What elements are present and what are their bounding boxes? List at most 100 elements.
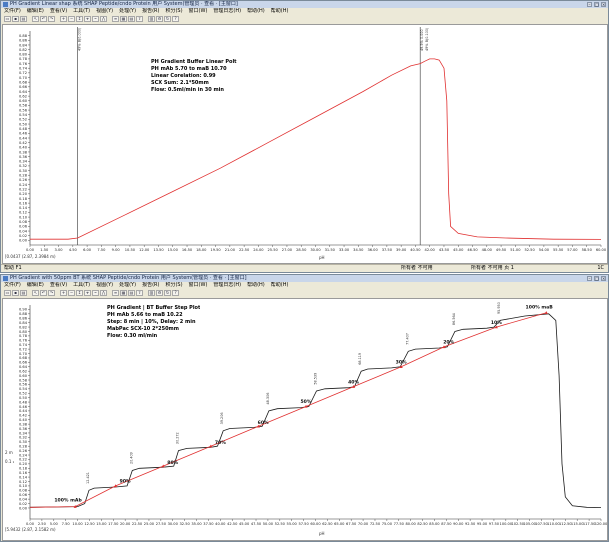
open-icon[interactable]: ▭ (4, 16, 11, 22)
menu-process[interactable]: 处理(Y) (119, 8, 137, 14)
autoscale-icon[interactable]: ↕ (76, 290, 83, 296)
menu-process[interactable]: 处理(Y) (119, 282, 137, 288)
undo-icon[interactable]: ↶ (40, 290, 47, 296)
bottom-annotation-line-4: MabPac SCX-10 2*250mm (107, 326, 179, 332)
menu-audit-log[interactable]: 管理日志(H) (213, 282, 242, 288)
x-tick-label: 50.00 (263, 522, 274, 526)
top-annotation: PH Gradient Buffer Linear Polt PH mAb 5.… (151, 59, 237, 94)
cursor-icon[interactable]: ⌖ (84, 16, 91, 22)
overlay-icon[interactable]: ≡ (112, 16, 119, 22)
redo-icon[interactable]: ↷ (48, 16, 55, 22)
top-plot-area[interactable]: 0.00 0.02 0.04 0.06 0.08 0.10 0.12 0.14 0.16 0.18… (2, 24, 608, 264)
baseline-icon[interactable]: ⎯ (92, 290, 99, 296)
menu-edit[interactable]: 编辑(E) (26, 8, 44, 14)
menu-integrate[interactable]: 积分(S) (165, 282, 183, 288)
x-tick-label: 100.00 (500, 522, 513, 526)
y-tick-label: 0.06 (19, 493, 28, 497)
layout-icon[interactable]: ▥ (148, 290, 155, 296)
refresh-icon[interactable]: ↻ (164, 16, 171, 22)
app-icon (3, 276, 8, 281)
save-icon[interactable]: ▪ (12, 16, 19, 22)
help-icon[interactable]: ? (172, 16, 179, 22)
zoom-out-icon[interactable]: − (68, 16, 75, 22)
top-chromatogram-chart[interactable]: 0.000.020.040.060.080.100.120.140.160.18… (3, 25, 607, 263)
gradient-step-marker (442, 345, 446, 349)
save-icon[interactable]: ▪ (12, 290, 19, 296)
help-icon[interactable]: ? (172, 290, 179, 296)
peak-icon[interactable]: ⋀ (100, 290, 107, 296)
print-icon[interactable]: ▤ (20, 16, 27, 22)
menu-help-2[interactable]: 帮助(H) (270, 8, 289, 14)
x-tick-label: 3.00 (55, 248, 64, 252)
close-icon[interactable]: × (601, 276, 606, 281)
print-icon[interactable]: ▤ (20, 290, 27, 296)
menu-help[interactable]: 帮助(H) (247, 8, 265, 14)
menu-display[interactable]: 视图(Y) (96, 8, 114, 14)
menu-help-2[interactable]: 帮助(H) (270, 282, 289, 288)
menu-tools[interactable]: 工具(T) (73, 8, 91, 14)
open-icon[interactable]: ▭ (4, 290, 11, 296)
redo-icon[interactable]: ↷ (48, 290, 55, 296)
autoscale-icon[interactable]: ↕ (76, 16, 83, 22)
zoom-in-icon[interactable]: + (60, 290, 67, 296)
y-tick-label: 0.44 (19, 409, 28, 413)
y-tick-label: 0.40 (19, 146, 28, 150)
menu-display[interactable]: 视图(Y) (96, 282, 114, 288)
menu-audit-log[interactable]: 管理日志(H) (213, 8, 242, 14)
settings-icon[interactable]: ⚙ (156, 16, 163, 22)
undo-icon[interactable]: ↶ (40, 16, 47, 22)
bottom-window-titlebar[interactable]: PH Gradient with 50ppm BT 系统 SHAP Peptid… (1, 275, 608, 282)
menu-file[interactable]: 文件(F) (4, 282, 21, 288)
x-tick-label: 60.00 (596, 248, 607, 252)
pointer-icon[interactable]: ↖ (32, 16, 39, 22)
minimize-icon[interactable]: – (587, 276, 592, 281)
menu-view[interactable]: 查看(V) (49, 8, 68, 14)
report-icon[interactable]: ▤ (128, 16, 135, 22)
step-label: 80% (167, 460, 178, 466)
menu-help[interactable]: 帮助(H) (247, 282, 265, 288)
gradient-step-marker (399, 365, 403, 368)
x-tick-label: 105.00 (523, 522, 536, 526)
zoom-out-icon[interactable]: − (68, 290, 75, 296)
x-tick-label: 4.50 (69, 248, 78, 252)
peak-label: 58.539 (313, 373, 317, 385)
menu-edit[interactable]: 编辑(E) (26, 282, 44, 288)
export-icon[interactable]: ⇪ (136, 290, 143, 296)
menu-integrate[interactable]: 积分(S) (165, 8, 183, 14)
layout-icon[interactable]: ▥ (148, 16, 155, 22)
report-icon[interactable]: ▤ (128, 290, 135, 296)
table-icon[interactable]: ▦ (120, 290, 127, 296)
menu-window[interactable]: 窗口(W) (188, 282, 208, 288)
top-window-title: PH Gradient Linear shap 系统 SHAP Peptide/… (10, 1, 238, 7)
minimize-icon[interactable]: – (587, 2, 592, 7)
menu-tools[interactable]: 工具(T) (73, 282, 91, 288)
peak-label: 20.409 (129, 452, 133, 464)
x-tick-label: 36.00 (367, 248, 378, 252)
y-tick-label: 0.28 (19, 444, 28, 448)
menu-window[interactable]: 窗口(W) (188, 8, 208, 14)
refresh-icon[interactable]: ↻ (164, 290, 171, 296)
table-icon[interactable]: ▦ (120, 16, 127, 22)
top-window-titlebar[interactable]: PH Gradient Linear shap 系统 SHAP Peptide/… (1, 1, 608, 8)
overlay-icon[interactable]: ≡ (112, 290, 119, 296)
cursor-icon[interactable]: ⌖ (84, 290, 91, 296)
x-tick-label: 24.00 (253, 248, 264, 252)
pointer-icon[interactable]: ↖ (32, 290, 39, 296)
baseline-icon[interactable]: ⎯ (92, 16, 99, 22)
maximize-icon[interactable]: □ (594, 276, 599, 281)
close-icon[interactable]: × (601, 2, 606, 7)
bottom-chromatogram-chart[interactable]: 0.000.020.040.060.080.100.120.140.160.18… (3, 299, 608, 540)
menu-view[interactable]: 查看(V) (49, 282, 68, 288)
menu-report[interactable]: 报告(R) (142, 8, 160, 14)
zoom-in-icon[interactable]: + (60, 16, 67, 22)
menu-file[interactable]: 文件(F) (4, 8, 21, 14)
menu-report[interactable]: 报告(R) (142, 282, 160, 288)
bottom-plot-area[interactable]: 0.00 0.02 0.04 0.06 0.08 0.10 0.12 0.14 0.16 0.18… (2, 298, 608, 541)
bottom-window-title: PH Gradient with 50ppm BT 系统 SHAP Peptid… (10, 275, 247, 281)
export-icon[interactable]: ⇪ (136, 16, 143, 22)
y-tick-label: 0.72 (19, 347, 27, 351)
peak-icon[interactable]: ⋀ (100, 16, 107, 22)
y-tick-label: 0.80 (19, 330, 28, 334)
settings-icon[interactable]: ⚙ (156, 290, 163, 296)
maximize-icon[interactable]: □ (594, 2, 599, 7)
